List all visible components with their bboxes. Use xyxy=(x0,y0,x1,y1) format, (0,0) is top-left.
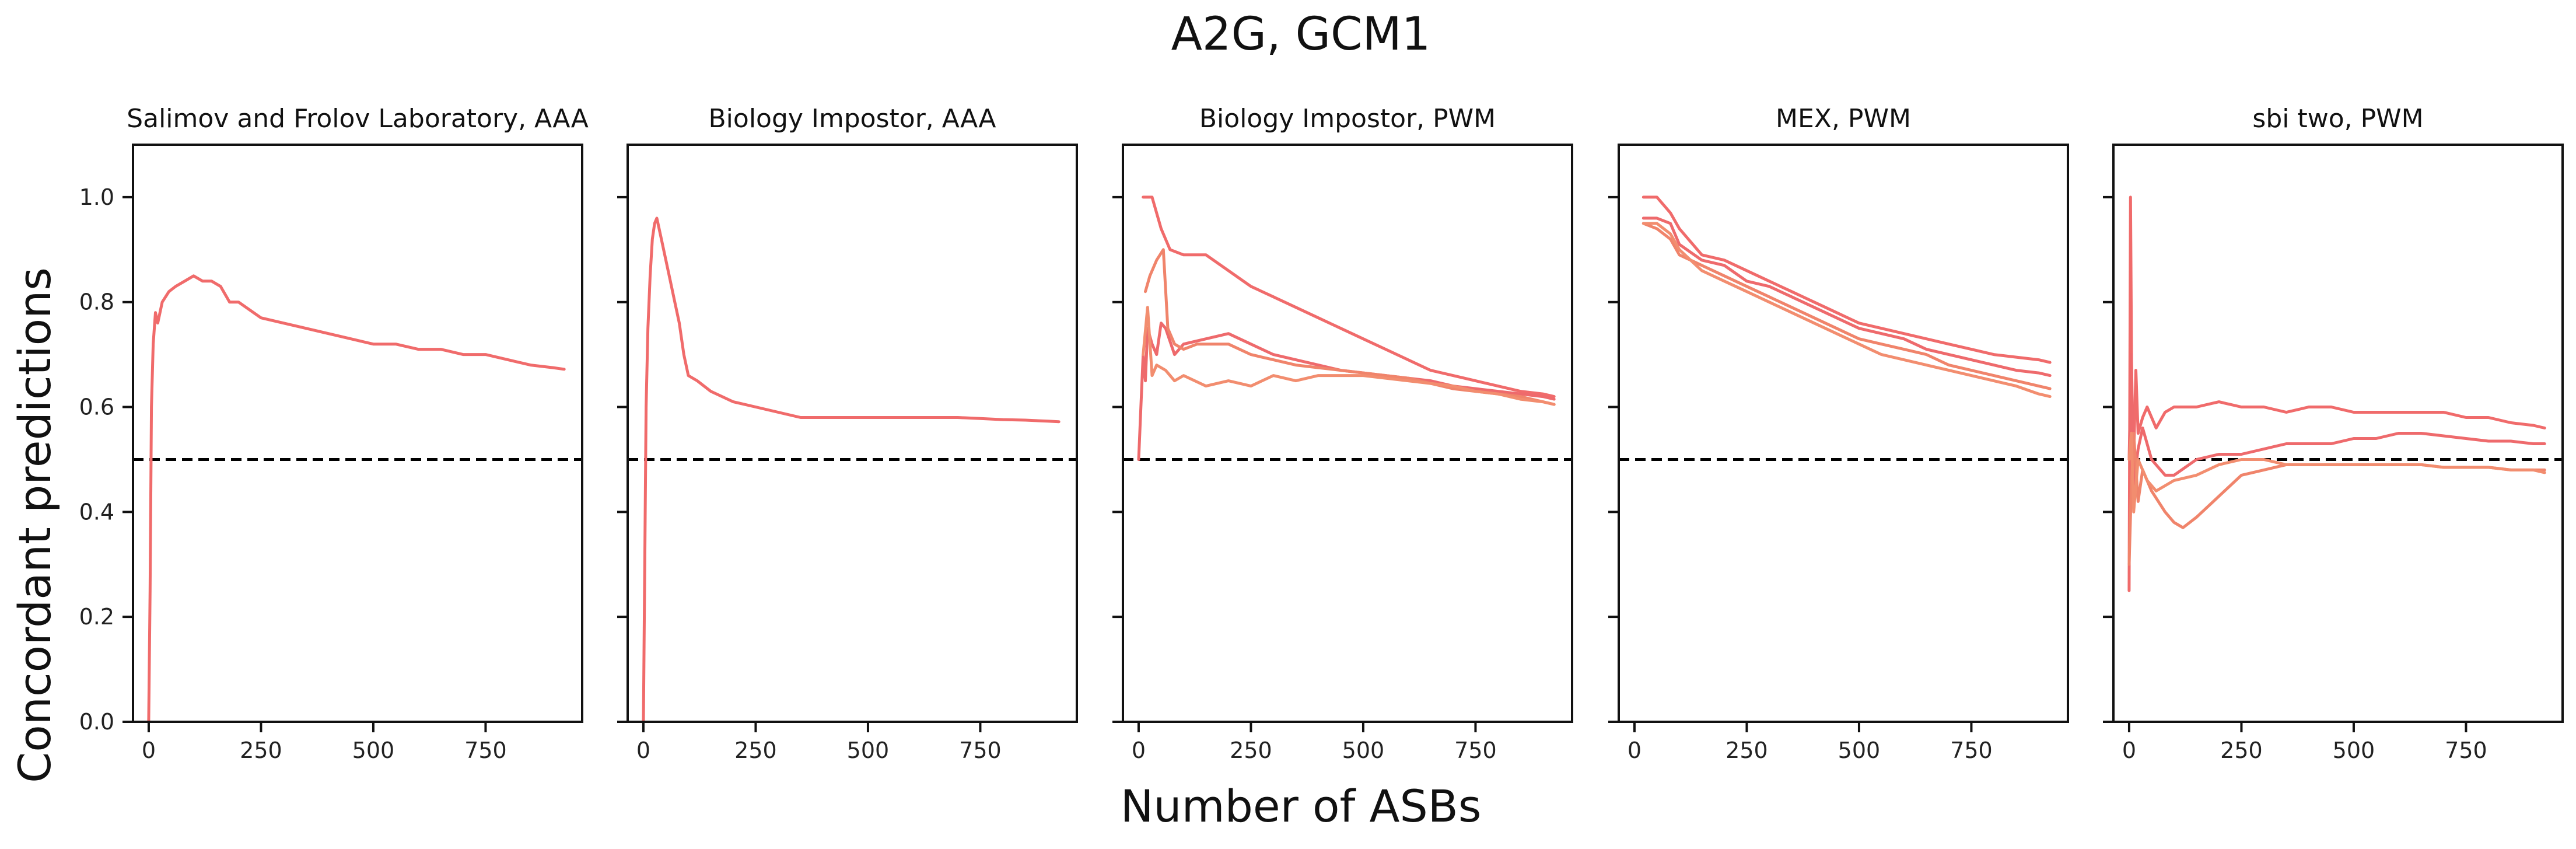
plot-frame xyxy=(1618,144,2069,723)
panel-title: Biology Impostor, AAA xyxy=(708,104,996,134)
series-group xyxy=(2127,195,2546,592)
y-axis-label: Concordant predictions xyxy=(9,267,61,783)
x-tick-label: 250 xyxy=(2220,738,2263,763)
x-tick-label: 500 xyxy=(1838,738,1881,763)
series-group xyxy=(1642,195,2052,399)
figure-title: A2G, GCM1 xyxy=(1171,8,1431,61)
x-tick-label: 0 xyxy=(636,738,650,763)
series-line xyxy=(642,216,1060,722)
x-tick-label: 750 xyxy=(1454,738,1497,763)
series-line xyxy=(2127,353,2546,487)
x-tick-label: 250 xyxy=(1230,738,1272,763)
y-tick-label: 0.4 xyxy=(79,499,114,525)
series-line xyxy=(2127,195,2546,592)
x-tick-label: 500 xyxy=(847,738,890,763)
x-tick-label: 0 xyxy=(2122,738,2136,763)
series-group xyxy=(642,216,1060,722)
x-tick-label: 750 xyxy=(464,738,507,763)
y-tick-label: 0.0 xyxy=(79,709,114,735)
series-line xyxy=(1642,195,2052,364)
x-tick-label: 250 xyxy=(240,738,282,763)
panel-title: sbi two, PWM xyxy=(2252,104,2423,134)
series-line xyxy=(2127,432,2546,513)
panel-title: MEX, PWM xyxy=(1776,104,1911,134)
panel-2: Biology Impostor, AAA 0 250 500 750 xyxy=(617,104,1078,763)
series-group xyxy=(1137,195,1556,461)
panels: Salimov and Frolov Laboratory, AAA 0 250 50… xyxy=(79,104,2564,763)
series-line xyxy=(1642,222,2052,399)
panel-1: Salimov and Frolov Laboratory, AAA 0 250 50… xyxy=(79,104,589,763)
series-line xyxy=(147,274,566,722)
y-tick-label: 0.2 xyxy=(79,604,114,630)
x-tick-label: 0 xyxy=(1132,738,1146,763)
panel-title: Salimov and Frolov Laboratory, AAA xyxy=(127,104,589,134)
series-line xyxy=(1642,216,2052,378)
x-tick-label: 0 xyxy=(142,738,156,763)
x-tick-label: 250 xyxy=(734,738,777,763)
panel-4: MEX, PWM 0 250 500 750 xyxy=(1608,104,2069,763)
plot-frame xyxy=(2112,144,2564,723)
series-line xyxy=(2127,432,2546,566)
series-group xyxy=(147,274,566,722)
x-tick-label: 750 xyxy=(959,738,1002,763)
x-tick-label: 250 xyxy=(1726,738,1768,763)
panel-3: Biology Impostor, PWM 0 250 500 750 xyxy=(1112,104,1573,763)
y-tick-label: 0.8 xyxy=(79,289,114,315)
y-tick-label: 1.0 xyxy=(79,184,114,210)
y-tick-label: 0.6 xyxy=(79,394,114,420)
x-tick-label: 500 xyxy=(1342,738,1385,763)
x-axis-label: Number of ASBs xyxy=(1121,780,1482,832)
plot-frame xyxy=(1122,144,1573,723)
panel-5: sbi two, PWM 0 250 500 750 xyxy=(2103,104,2564,763)
series-line xyxy=(1142,195,1556,399)
x-tick-label: 750 xyxy=(1950,738,1993,763)
panel-title: Biology Impostor, PWM xyxy=(1199,104,1496,134)
series-line xyxy=(1144,248,1556,406)
series-line xyxy=(1142,306,1556,406)
plot-frame xyxy=(626,144,1078,723)
plot-frame xyxy=(132,144,583,723)
x-tick-label: 750 xyxy=(2445,738,2487,763)
x-tick-label: 500 xyxy=(2333,738,2375,763)
x-tick-label: 500 xyxy=(352,738,395,763)
x-tick-label: 0 xyxy=(1628,738,1642,763)
